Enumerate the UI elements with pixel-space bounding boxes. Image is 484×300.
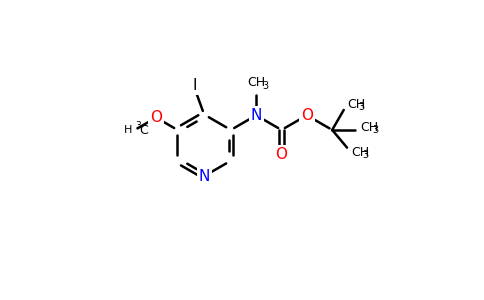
Text: O: O (275, 147, 287, 162)
Text: O: O (150, 110, 162, 125)
Text: CH: CH (361, 121, 379, 134)
Text: I: I (193, 78, 197, 93)
Text: CH: CH (247, 76, 265, 89)
Text: CH: CH (351, 146, 369, 159)
Text: 3: 3 (372, 125, 378, 135)
Text: 3: 3 (363, 150, 369, 160)
Text: N: N (198, 169, 210, 184)
Text: 3: 3 (359, 102, 365, 112)
Text: 3: 3 (262, 81, 269, 92)
Text: CH: CH (347, 98, 365, 111)
Text: H: H (124, 125, 133, 135)
Text: N: N (251, 108, 262, 123)
Text: O: O (301, 108, 313, 123)
Text: C: C (139, 124, 148, 137)
Text: 3: 3 (136, 121, 141, 130)
